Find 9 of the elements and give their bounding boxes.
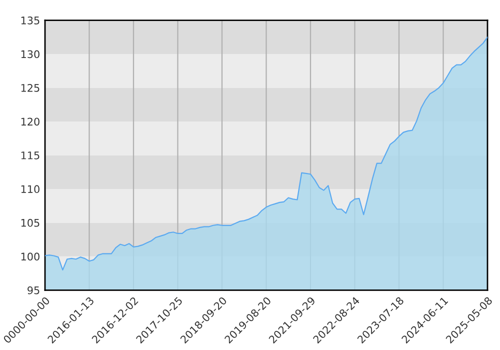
y-tick-label: 135 xyxy=(21,16,40,24)
y-tick-label: 95 xyxy=(28,286,40,294)
y-tick-label: 100 xyxy=(21,252,40,261)
y-tick-label: 125 xyxy=(21,84,40,92)
y-tick-label: 105 xyxy=(21,218,40,227)
y-tick-label: 120 xyxy=(21,118,40,126)
y-tick-label: 110 xyxy=(21,185,40,194)
y-tick-label: 130 xyxy=(21,50,40,58)
y-tick-label: 115 xyxy=(21,152,40,160)
